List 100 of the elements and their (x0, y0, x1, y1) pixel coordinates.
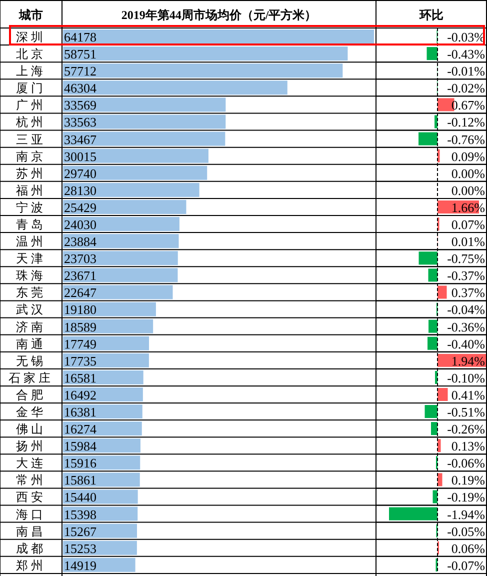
y-tick-label: 合肥 (16, 388, 46, 402)
y-tick-label: 南通 (16, 336, 46, 351)
bar (438, 388, 448, 401)
data-label: 33467 (64, 132, 97, 147)
y-tick-label: 珠海 (16, 268, 46, 283)
data-label: -0.10% (447, 370, 486, 386)
data-label: -0.51% (447, 404, 486, 420)
bar (63, 490, 138, 504)
data-label: 23671 (64, 268, 96, 284)
y-tick-label: 福州 (16, 183, 46, 198)
bar (418, 252, 438, 265)
data-label: -0.02% (447, 80, 486, 96)
bar (63, 302, 156, 316)
data-label: -0.06% (447, 456, 486, 471)
data-label: 0.01% (451, 234, 486, 250)
data-label: -0.40% (447, 336, 486, 352)
bar (63, 216, 180, 232)
data-label: -0.05% (447, 524, 486, 539)
data-label: 17749 (64, 336, 96, 352)
data-label: 14919 (64, 558, 96, 573)
chart-title: 2019年第44周市场均价（元/平方米） (121, 8, 317, 22)
data-label: -0.76% (447, 132, 486, 147)
data-label: 33569 (64, 98, 96, 113)
data-label: 0.00% (451, 166, 486, 181)
data-label: 16581 (64, 370, 96, 386)
data-label: 15984 (64, 438, 97, 454)
data-label: 33563 (64, 114, 96, 130)
data-label: 15267 (64, 524, 97, 539)
data-label: 0.09% (451, 148, 486, 164)
data-label: 16381 (64, 404, 96, 420)
y-tick-label: 东莞 (16, 286, 46, 300)
y-tick-label: 成都 (16, 541, 46, 556)
data-label: 57712 (64, 64, 96, 79)
data-label: -0.19% (447, 490, 486, 505)
chart-title: 环比 (418, 8, 444, 22)
y-tick-label: 扬州 (16, 439, 46, 454)
bar (438, 286, 447, 299)
y-tick-label: 三亚 (16, 132, 46, 146)
y-tick-label: 天津 (16, 252, 46, 266)
data-label: -0.12% (447, 114, 486, 130)
data-label: -0.01% (447, 64, 486, 79)
y-tick-label: 大连 (16, 456, 46, 470)
data-label: -0.37% (447, 268, 486, 284)
y-tick-label: 上海 (16, 64, 46, 78)
data-label: 46304 (64, 80, 97, 96)
data-label: 25429 (64, 200, 96, 215)
bar (428, 336, 438, 350)
bar (63, 148, 208, 163)
data-label: -0.75% (447, 251, 486, 266)
data-label: -0.04% (447, 302, 486, 318)
data-label: 19180 (64, 302, 96, 318)
y-tick-label: 温州 (16, 234, 46, 249)
bar (426, 47, 438, 60)
data-label: -0.36% (447, 319, 486, 334)
data-label: -0.43% (447, 46, 486, 62)
y-tick-label: 常州 (16, 473, 46, 488)
data-label: 22647 (64, 285, 97, 300)
data-label: 29740 (64, 166, 96, 181)
bar (63, 353, 149, 368)
data-label: 0.41% (451, 387, 486, 402)
bar (63, 234, 179, 248)
data-label: 0.37% (451, 285, 486, 300)
bar (63, 200, 186, 214)
bar (428, 320, 438, 333)
data-label: 23703 (64, 251, 96, 266)
bar (63, 64, 343, 78)
y-tick-label: 南昌 (16, 524, 46, 538)
bar (432, 490, 438, 504)
data-label: 15253 (64, 540, 96, 556)
data-label: 18589 (64, 319, 96, 334)
bar (428, 268, 438, 282)
data-label: 24030 (64, 217, 96, 232)
y-tick-label: 南京 (16, 149, 46, 164)
data-label: 28130 (64, 182, 96, 198)
y-tick-label: 青岛 (16, 218, 46, 232)
data-label: 64178 (64, 30, 96, 45)
bar (431, 422, 438, 436)
data-label: 0.06% (451, 540, 486, 556)
data-label: -0.07% (447, 558, 486, 573)
y-tick-label: 北京 (16, 47, 46, 62)
y-tick-label: 武汉 (16, 302, 46, 317)
bar (424, 404, 438, 418)
data-label: 15398 (64, 506, 96, 522)
bar (63, 285, 173, 300)
bar (63, 166, 208, 180)
data-label: 15440 (64, 490, 96, 505)
bar (63, 80, 288, 95)
data-label: 17735 (64, 353, 96, 368)
y-tick-label: 广州 (16, 98, 46, 112)
y-tick-label: 海口 (16, 507, 46, 522)
bar (63, 114, 226, 129)
data-label: -0.03% (447, 30, 486, 45)
bar (63, 132, 226, 146)
bar (63, 46, 348, 61)
y-tick-label: 石家庄 (8, 370, 54, 385)
bar (389, 507, 438, 520)
bar (63, 251, 178, 266)
y-axis-title: 城市 (18, 8, 43, 22)
bar (63, 268, 178, 282)
bar (438, 439, 441, 452)
